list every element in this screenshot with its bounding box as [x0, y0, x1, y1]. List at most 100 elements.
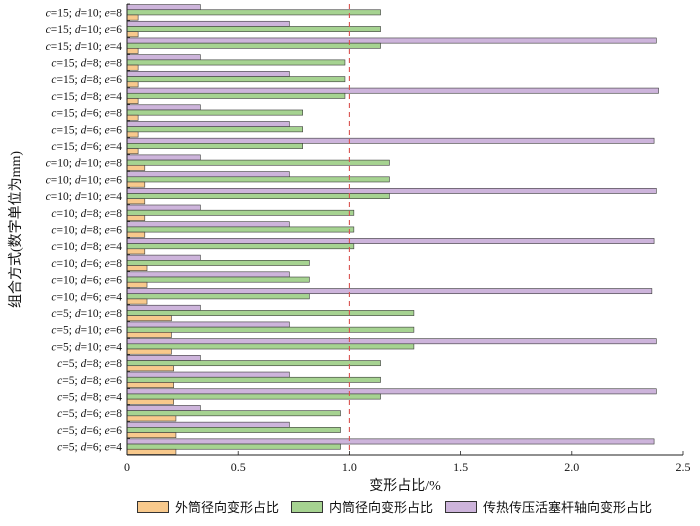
- y-tick-label-26: c=5; d=6; e=4: [57, 442, 122, 454]
- bar-rod-17: [126, 288, 653, 295]
- bar-inner-22: [126, 376, 381, 383]
- bar-outer-11: [126, 198, 146, 205]
- bar-inner-0: [126, 9, 381, 16]
- bar-inner-11: [126, 193, 390, 199]
- y-tick-label-1: c=15; d=10; e=6: [46, 24, 123, 36]
- y-tick-label-24: c=5; d=6; e=8: [57, 408, 122, 420]
- bar-rod-26: [126, 438, 655, 445]
- y-tick-label-25: c=5; d=6; e=6: [57, 425, 122, 437]
- y-tick-label-10: c=10; d=10; e=6: [46, 174, 123, 186]
- bar-rod-23: [126, 388, 657, 395]
- y-tick-label-16: c=10; d=6; e=6: [51, 275, 122, 287]
- bar-rod-12: [126, 204, 201, 211]
- bar-rod-5: [126, 87, 659, 94]
- bar-inner-25: [126, 427, 341, 433]
- y-tick-label-6: c=15; d=6; e=8: [51, 108, 122, 120]
- bar-outer-0: [126, 14, 139, 21]
- legend-label-outer: 外筒径向变形占比: [175, 501, 280, 516]
- bar-rod-13: [126, 221, 290, 228]
- bar-inner-26: [126, 443, 341, 450]
- y-tick-label-5: c=15; d=8; e=4: [51, 91, 122, 103]
- bar-rod-6: [126, 104, 201, 111]
- bar-rod-3: [126, 54, 201, 61]
- legend-item-rod: 传热传压活塞杆轴向变形占比: [445, 497, 652, 516]
- bar-rod-10: [126, 171, 290, 178]
- x-tick-label-0: 0: [124, 460, 130, 474]
- legend-swatch-inner: [291, 500, 324, 513]
- y-tick-label-22: c=5; d=8; e=6: [57, 375, 122, 387]
- bar-rod-22: [126, 371, 290, 378]
- bar-inner-24: [126, 410, 341, 417]
- bar-outer-7: [126, 131, 139, 138]
- bar-inner-7: [126, 126, 303, 133]
- bar-rod-8: [126, 137, 655, 144]
- bar-inner-15: [126, 260, 310, 266]
- bar-outer-15: [126, 265, 148, 272]
- bar-inner-14: [126, 243, 355, 250]
- bar-rod-7: [126, 121, 290, 127]
- y-tick-label-8: c=15; d=6; e=4: [51, 141, 122, 153]
- legend-item-inner: 内筒径向变形占比: [291, 497, 433, 516]
- bar-outer-24: [126, 415, 177, 422]
- x-tick-label-4: 2.0: [564, 460, 579, 474]
- bar-rod-11: [126, 187, 657, 194]
- x-axis-title: 变形占比/%: [369, 478, 441, 494]
- bar-outer-3: [126, 64, 139, 71]
- y-tick-label-19: c=5; d=10; e=6: [51, 325, 122, 337]
- y-tick-label-7: c=15; d=6; e=6: [51, 124, 122, 136]
- y-tick-label-15: c=10; d=6; e=8: [51, 258, 122, 270]
- y-tick-label-18: c=5; d=10; e=8: [51, 308, 122, 320]
- bar-inner-16: [126, 276, 310, 283]
- bar-inner-17: [126, 293, 310, 300]
- legend-swatch-outer: [137, 500, 169, 513]
- bar-outer-12: [126, 215, 146, 221]
- legend-label-inner: 内筒径向变形占比: [329, 501, 434, 516]
- y-tick-label-20: c=5; d=10; e=4: [51, 341, 122, 353]
- bar-rod-15: [126, 254, 201, 261]
- bar-outer-16: [126, 281, 148, 288]
- bar-outer-25: [126, 432, 177, 439]
- bar-rod-0: [126, 4, 201, 11]
- bar-rod-14: [126, 238, 655, 244]
- bar-outer-20: [126, 348, 172, 355]
- bar-rod-16: [126, 271, 290, 278]
- y-tick-label-23: c=5; d=8; e=4: [57, 392, 122, 404]
- bar-inner-4: [126, 76, 346, 83]
- bar-outer-23: [126, 398, 175, 405]
- bar-inner-13: [126, 226, 355, 233]
- y-tick-label-9: c=10; d=10; e=8: [46, 158, 123, 170]
- y-tick-label-11: c=10; d=10; e=4: [46, 191, 123, 203]
- y-tick-label-3: c=15; d=8; e=8: [51, 57, 122, 69]
- bar-outer-18: [126, 315, 172, 322]
- bar-inner-5: [126, 92, 346, 99]
- bar-outer-13: [126, 231, 146, 238]
- bar-rod-1: [126, 20, 290, 27]
- bar-inner-1: [126, 26, 381, 32]
- bar-inner-6: [126, 109, 303, 116]
- bar-outer-26: [126, 448, 177, 455]
- bar-outer-19: [126, 332, 172, 338]
- bar-inner-2: [126, 42, 381, 49]
- bar-outer-8: [126, 148, 139, 155]
- bar-inner-3: [126, 59, 346, 66]
- y-tick-label-17: c=10; d=6; e=4: [51, 291, 122, 303]
- bar-outer-10: [126, 181, 146, 188]
- bar-inner-18: [126, 310, 415, 316]
- y-axis-title: 组合方式(数字单位为mm): [8, 151, 24, 308]
- bar-inner-19: [126, 326, 415, 333]
- y-tick-label-14: c=10; d=8; e=4: [51, 241, 122, 253]
- bar-outer-2: [126, 48, 139, 54]
- bar-inner-20: [126, 343, 415, 350]
- bar-outer-9: [126, 164, 146, 171]
- bar-rod-24: [126, 405, 201, 411]
- y-tick-label-2: c=15; d=10; e=4: [46, 41, 123, 53]
- bar-rod-19: [126, 321, 290, 328]
- bar-outer-4: [126, 81, 139, 88]
- bar-inner-23: [126, 393, 381, 400]
- bar-outer-5: [126, 98, 139, 104]
- legend: 外筒径向变形占比 内筒径向变形占比 传热传压活塞杆轴向变形占比: [137, 497, 664, 516]
- x-tick-label-2: 1.0: [342, 460, 357, 474]
- bar-outer-17: [126, 298, 148, 305]
- bar-inner-8: [126, 143, 303, 149]
